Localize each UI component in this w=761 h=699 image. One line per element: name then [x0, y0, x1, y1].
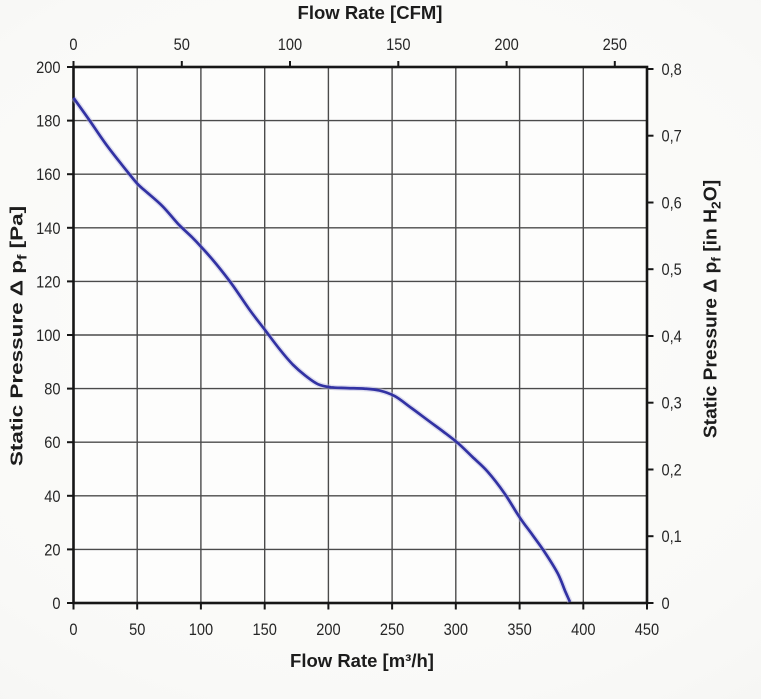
svg-text:0,6: 0,6 [662, 195, 682, 213]
svg-text:140: 140 [36, 220, 61, 238]
svg-text:50: 50 [129, 621, 145, 639]
svg-text:0,7: 0,7 [662, 128, 682, 146]
svg-text:0,3: 0,3 [662, 395, 682, 413]
svg-text:80: 80 [44, 381, 60, 399]
svg-text:350: 350 [507, 621, 532, 639]
svg-text:150: 150 [253, 621, 278, 639]
svg-text:250: 250 [603, 36, 628, 54]
svg-text:100: 100 [36, 327, 61, 345]
svg-text:400: 400 [571, 621, 596, 639]
svg-text:Flow Rate [m³/h]: Flow Rate [m³/h] [290, 650, 434, 671]
svg-text:200: 200 [316, 621, 341, 639]
svg-text:200: 200 [494, 36, 519, 54]
svg-text:150: 150 [386, 36, 411, 54]
svg-text:0,2: 0,2 [662, 462, 682, 480]
svg-text:50: 50 [174, 36, 190, 54]
svg-text:Flow Rate [CFM]: Flow Rate [CFM] [298, 2, 443, 23]
svg-text:40: 40 [44, 488, 60, 506]
svg-text:250: 250 [380, 621, 405, 639]
svg-text:180: 180 [36, 113, 61, 131]
svg-text:0,8: 0,8 [662, 61, 682, 79]
svg-text:0: 0 [69, 36, 77, 54]
svg-text:Static Pressure Δ pf [Pa]: Static Pressure Δ pf [Pa] [7, 206, 30, 466]
svg-text:120: 120 [36, 273, 61, 291]
svg-text:0: 0 [662, 595, 670, 613]
svg-text:60: 60 [44, 434, 60, 452]
svg-text:0: 0 [52, 595, 60, 613]
svg-text:Static Pressure Δ pf [in H2O]: Static Pressure Δ pf [in H2O] [700, 180, 723, 438]
svg-text:160: 160 [36, 166, 61, 184]
svg-text:0,5: 0,5 [662, 261, 682, 279]
svg-text:0,1: 0,1 [662, 528, 682, 546]
svg-text:0: 0 [69, 621, 77, 639]
svg-text:200: 200 [36, 59, 61, 77]
svg-text:450: 450 [635, 621, 660, 639]
svg-text:300: 300 [444, 621, 469, 639]
svg-text:100: 100 [189, 621, 214, 639]
svg-text:0,4: 0,4 [662, 328, 682, 346]
svg-text:100: 100 [278, 36, 303, 54]
svg-text:20: 20 [44, 541, 60, 559]
